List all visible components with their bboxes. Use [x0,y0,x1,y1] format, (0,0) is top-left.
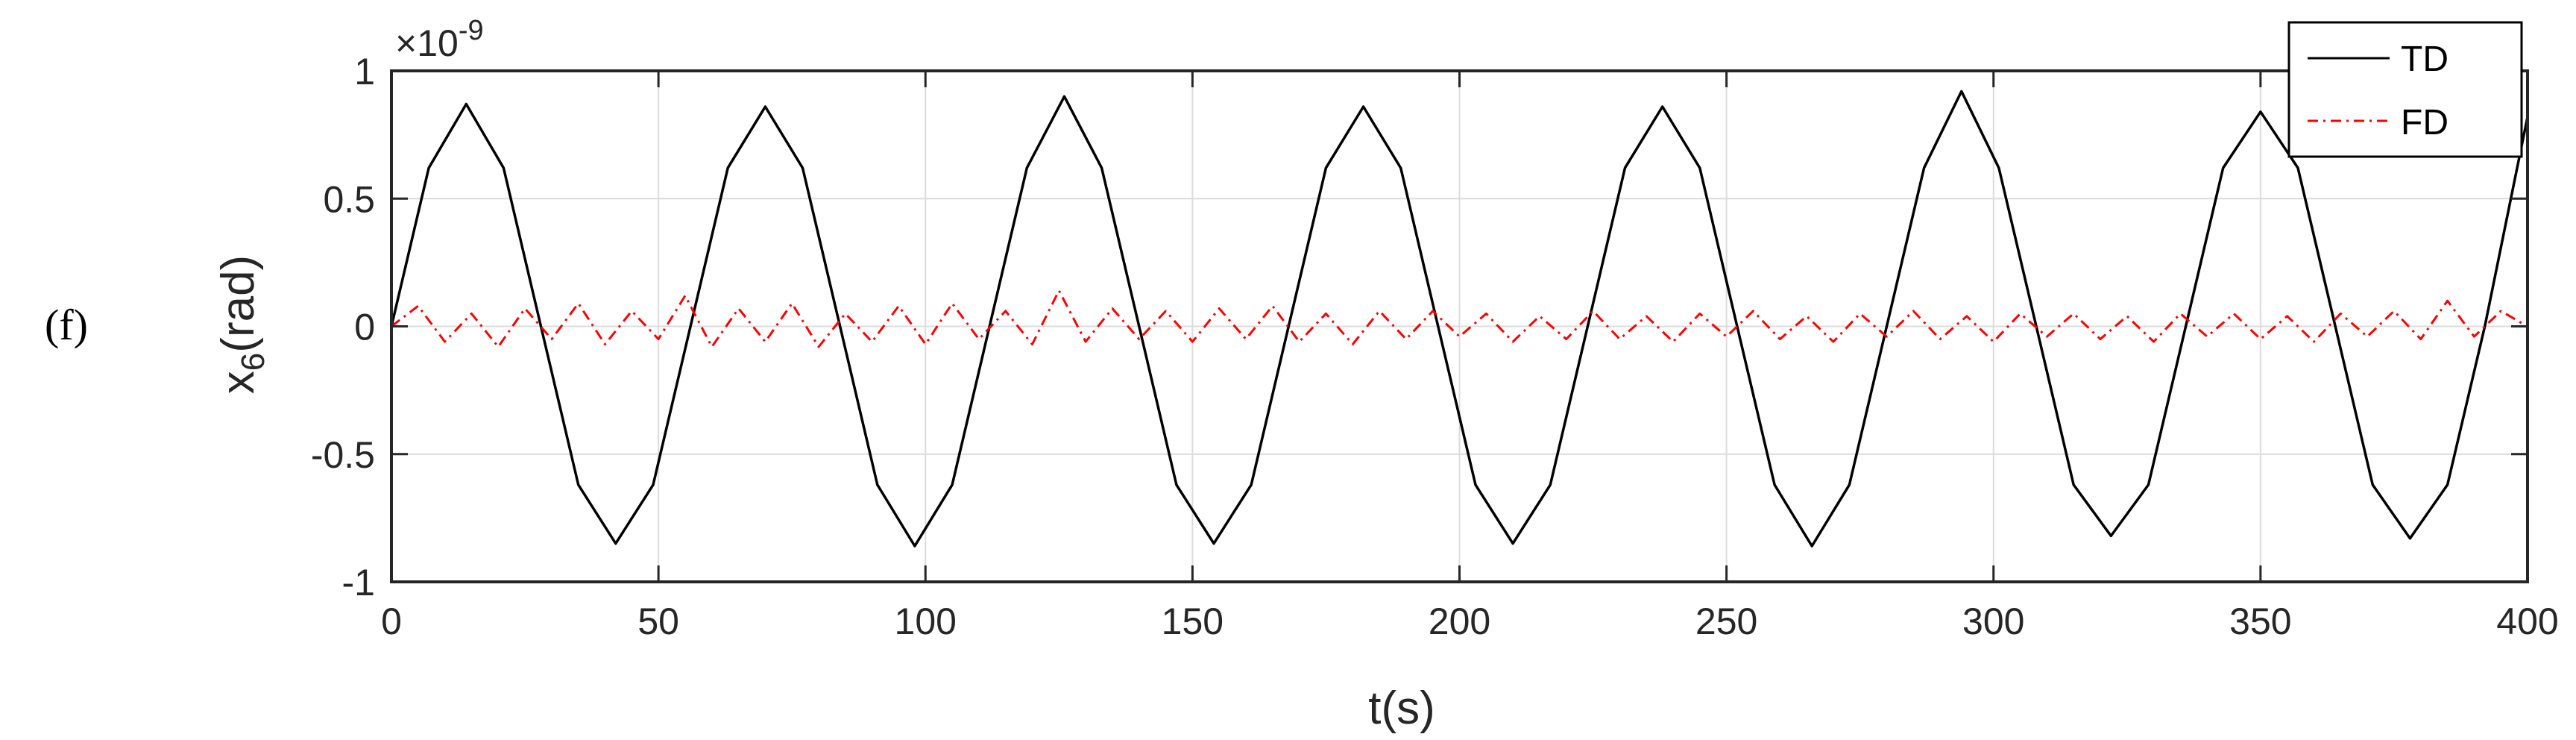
x-tick-label: 150 [1162,601,1224,642]
x-tick-label: 250 [1695,601,1757,642]
x-tick-label: 350 [2229,601,2291,642]
x-axis: 0 50 100 150 200 250 300 350 400 [381,71,2559,642]
y-tick-label: 1 [354,51,375,92]
x-tick-label: 100 [895,601,957,642]
exponent-base: ×10 [395,22,459,64]
y-axis-label-subscript: 6 [235,353,271,371]
legend-label-fd: FD [2401,103,2449,142]
legend-label-td: TD [2401,40,2449,79]
legend: TD FD [2287,21,2523,158]
x-tick-label: 300 [1962,601,2024,642]
series-line-td [390,90,2529,548]
series-line-fd [391,289,2528,348]
legend-box [2287,21,2523,158]
y-tick-label: -0.5 [311,434,375,476]
x-axis-label: t(s) [1368,683,1435,734]
y-axis-label-rest: (rad) [212,255,264,353]
x-tick-label: 50 [637,601,679,642]
y-axis-label-base: x [212,371,264,394]
exponent-power: -9 [459,15,484,46]
y-tick-label: 0.5 [323,178,375,220]
x-tick-label: 200 [1429,601,1490,642]
y-tick-label: -1 [342,562,375,603]
exponent-label: ×10-9 [395,15,484,64]
y-axis-label: x6(rad) [212,255,271,394]
x-tick-label: 0 [381,601,402,642]
y-axis: -1 -0.5 0 0.5 1 [311,51,2528,603]
series-layer [390,90,2529,548]
y-tick-label: 0 [354,307,375,348]
panel-label: (f) [45,301,88,349]
x-tick-label: 400 [2496,601,2558,642]
